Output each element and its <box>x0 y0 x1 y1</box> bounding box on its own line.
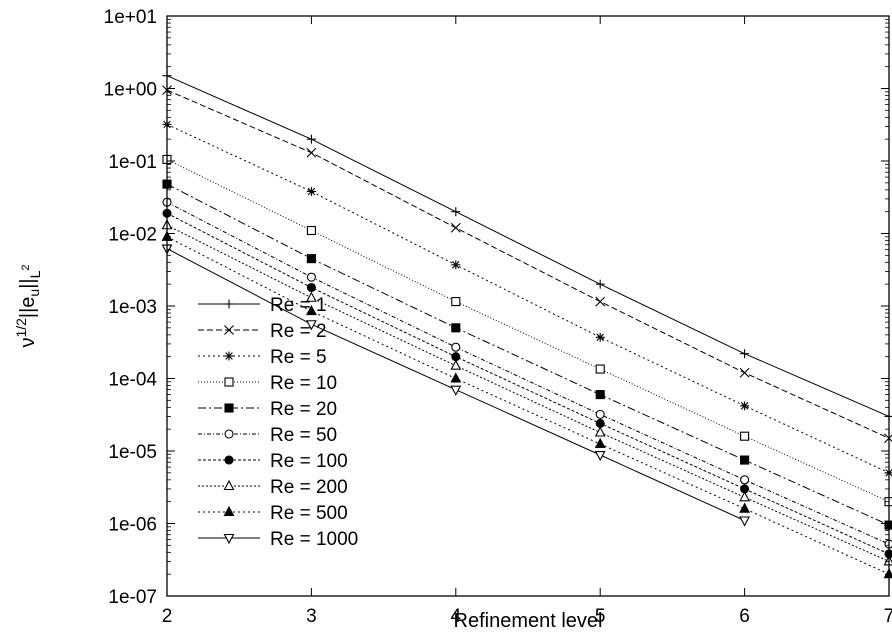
data-point-s7-3 <box>594 426 606 437</box>
data-point-s3-1 <box>306 225 316 236</box>
legend-marker <box>223 479 235 491</box>
legend-label: Re = 1 <box>270 295 327 316</box>
y-tick-label: 1e+00 <box>104 80 157 101</box>
data-point-s6-1 <box>306 282 316 293</box>
series-line-7 <box>166 224 890 562</box>
data-point-s1-2 <box>450 222 461 233</box>
data-point-s1-5 <box>884 433 892 444</box>
x-tick-label: 3 <box>306 606 317 627</box>
data-point-s8-2 <box>450 372 462 383</box>
legend-marker <box>224 299 234 309</box>
legend-label: Re = 100 <box>270 451 348 472</box>
legend-marker <box>224 351 234 361</box>
data-point-s8-1 <box>305 304 317 316</box>
data-point-s2-4 <box>740 401 750 411</box>
data-point-s5-3 <box>595 409 605 419</box>
x-axis-label: Refinement level <box>454 610 603 632</box>
data-point-s7-4 <box>739 491 751 502</box>
data-point-s0-1 <box>306 134 316 144</box>
data-point-s9-2 <box>450 385 462 396</box>
data-point-s9-1 <box>305 320 317 331</box>
legend-label: Re = 500 <box>270 503 348 524</box>
series-line-4 <box>166 183 890 526</box>
data-point-s7-2 <box>450 359 462 370</box>
data-point-s3-4 <box>740 431 750 441</box>
y-axis-label: ν1/2||eu||L2 <box>13 264 43 347</box>
y-tick-label: 1e-01 <box>108 152 157 173</box>
data-point-s6-3 <box>595 418 605 428</box>
x-tick-label: 7 <box>884 606 892 627</box>
series-line-3 <box>166 159 890 503</box>
legend-marker <box>223 533 235 545</box>
y-tick-label: 1e-04 <box>108 370 157 391</box>
data-point-s8-4 <box>739 502 751 513</box>
legend: Re = 1 Re = 2 Re = 5 Re = 10 Re = 20 Re = 50 R… <box>198 295 358 550</box>
data-point-s4-3 <box>595 390 605 400</box>
y-tick-label: 1e-07 <box>108 587 157 608</box>
x-tick-label: 2 <box>162 606 173 627</box>
data-point-s4-1 <box>306 254 316 264</box>
data-point-s1-4 <box>739 367 750 378</box>
data-point-s4-4 <box>740 455 750 465</box>
legend-marker <box>224 403 234 413</box>
y-tick-label: 1e+01 <box>104 7 157 28</box>
series-line-5 <box>166 201 890 545</box>
legend-label: Re = 50 <box>270 425 337 446</box>
data-point-s8-5 <box>883 567 892 579</box>
data-point-s0-3 <box>595 279 605 289</box>
x-tick-label: 4 <box>451 606 462 627</box>
data-point-s5-1 <box>306 272 316 282</box>
legend-marker <box>224 455 234 465</box>
legend-label: Re = 5 <box>270 347 327 368</box>
data-point-s2-1 <box>306 186 316 196</box>
series-line-1 <box>166 89 890 439</box>
data-point-s5-4 <box>740 475 750 485</box>
series-line-9 <box>166 248 745 521</box>
data-point-s3-2 <box>451 297 461 307</box>
legend-label: Re = 1000 <box>270 529 358 550</box>
series-line-2 <box>166 123 890 474</box>
axis-ticks: 2 3 4 5 6 7 1e+01 1e+00 1e-01 1e-02 1e-03 1e-04 1e-0… <box>104 7 892 627</box>
legend-marker <box>224 377 234 387</box>
legend-label: Re = 2 <box>270 321 327 342</box>
y-tick-label: 1e-06 <box>108 515 157 536</box>
data-point-s1-3 <box>595 296 606 307</box>
x-tick-label: 6 <box>739 606 750 627</box>
data-point-s1-1 <box>306 147 317 158</box>
data-point-s9-3 <box>594 450 606 462</box>
series-line-0 <box>166 75 890 417</box>
series-line-8 <box>166 236 890 575</box>
data-point-s5-2 <box>451 342 461 352</box>
legend-label: Re = 10 <box>270 373 337 394</box>
data-point-s9-4 <box>739 516 751 527</box>
y-tick-label: 1e-03 <box>108 297 157 318</box>
legend-marker <box>224 429 234 439</box>
x-tick-label: 5 <box>595 606 606 627</box>
legend-marker <box>223 505 235 517</box>
series-line-6 <box>166 212 890 555</box>
data-point-s7-1 <box>305 291 317 302</box>
legend-marker <box>224 325 234 335</box>
legend-label: Re = 20 <box>270 399 337 420</box>
data-point-s2-2 <box>451 260 461 270</box>
data-point-s4-2 <box>451 323 461 333</box>
data-point-s2-3 <box>595 332 605 342</box>
data-point-s6-2 <box>451 352 461 362</box>
data-point-s3-3 <box>595 364 605 374</box>
data-point-s8-3 <box>594 437 606 449</box>
y-tick-label: 1e-05 <box>108 442 157 463</box>
legend-label: Re = 200 <box>270 477 348 498</box>
data-point-s0-4 <box>740 349 750 359</box>
y-tick-label: 1e-02 <box>108 225 157 246</box>
data-point-s0-2 <box>451 207 461 217</box>
